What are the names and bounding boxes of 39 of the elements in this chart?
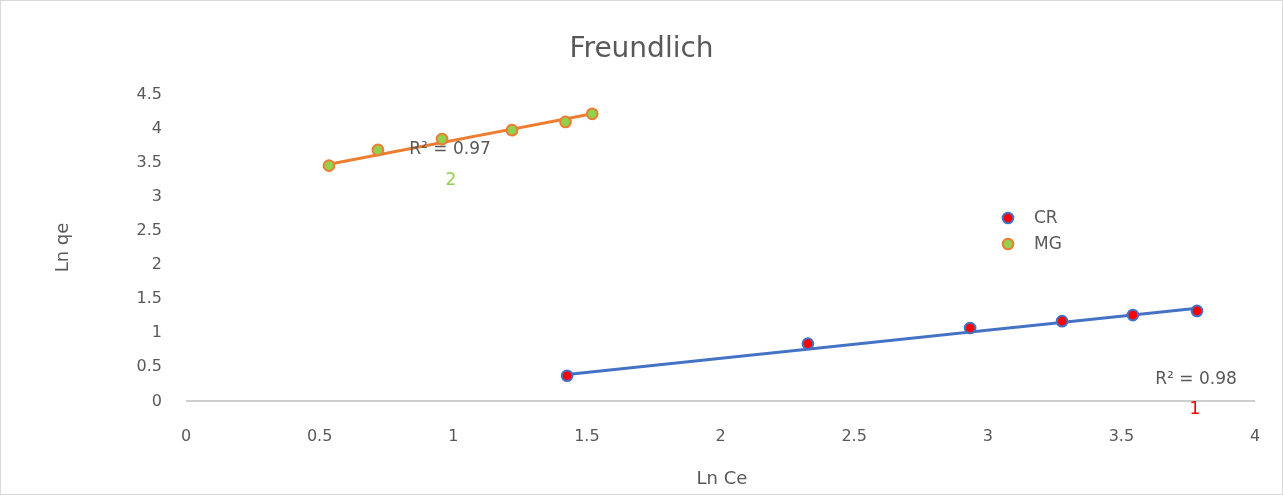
x-axis-title: Ln Ce <box>696 467 748 488</box>
y-tick-label: 0 <box>151 390 162 410</box>
point <box>559 115 572 129</box>
annotation: 1 <box>1189 398 1201 418</box>
point <box>963 321 977 335</box>
point <box>1190 304 1204 318</box>
point <box>505 123 519 137</box>
y-tick-label: 1 <box>151 322 162 342</box>
point <box>435 132 449 146</box>
point <box>322 159 336 172</box>
annotation: R² = 0.98 <box>1155 368 1237 388</box>
y-tick-label: 2 <box>151 254 162 274</box>
y-tick-label: 4.5 <box>136 83 162 103</box>
chart-title: Freundlich <box>569 31 714 64</box>
y-axis-title: Ln qe <box>51 222 72 273</box>
y-tick-label: 1.5 <box>136 288 162 308</box>
x-tick-label: 4 <box>1249 426 1261 445</box>
y-tick-label: 2.5 <box>136 219 162 239</box>
y-tick-label: 3.5 <box>136 151 162 171</box>
legend-label: MG <box>1034 233 1062 253</box>
x-tick-label: 1.5 <box>574 426 600 445</box>
annotation: 2 <box>445 169 457 189</box>
y-tick-label: 3 <box>151 185 162 205</box>
point <box>1055 314 1069 328</box>
point <box>560 369 574 383</box>
x-tick-label: 0 <box>180 426 192 445</box>
x-tick-label: 3.5 <box>1108 426 1135 445</box>
point <box>371 143 385 157</box>
y-tick-label: 0.5 <box>136 356 162 376</box>
legend-label: CR <box>1034 207 1058 227</box>
point <box>801 337 815 351</box>
y-tick-label: 4 <box>151 117 162 137</box>
point <box>585 107 599 121</box>
x-tick-label: 1 <box>448 426 459 445</box>
x-tick-label: 2.5 <box>841 426 867 445</box>
x-tick-label: 2 <box>715 426 726 445</box>
x-tick-label: 0.5 <box>306 426 333 445</box>
x-tick-label: 3 <box>982 426 993 445</box>
point <box>1126 308 1140 322</box>
